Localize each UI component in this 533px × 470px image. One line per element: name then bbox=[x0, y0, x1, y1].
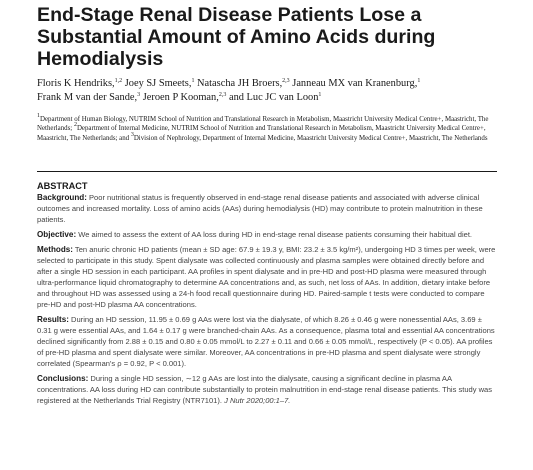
section-label: Results: bbox=[37, 314, 69, 324]
section-label: Background: bbox=[37, 193, 87, 202]
section-label: Conclusions: bbox=[37, 373, 89, 383]
author-affiliation-mark: 2,3 bbox=[282, 78, 290, 84]
section-text: During an HD session, 11.95 ± 0.69 g AAs… bbox=[37, 314, 495, 369]
author-affiliation-mark: 3 bbox=[137, 91, 141, 98]
affiliation-mark: 3 bbox=[130, 131, 134, 138]
section-text: During a single HD session, ∼12 g AAs ar… bbox=[37, 373, 493, 405]
abstract-results: Results: During an HD session, 11.95 ± 0… bbox=[37, 314, 496, 369]
paper-title: End-Stage Renal Disease Patients Lose a … bbox=[37, 4, 436, 70]
section-text: Ten anuric chronic HD patients (mean ± S… bbox=[37, 244, 496, 310]
author: Joey SJ Smeets, bbox=[124, 78, 192, 89]
section-label: Methods: bbox=[37, 244, 73, 254]
abstract-block: ABSTRACT Background: Poor nutritional st… bbox=[37, 180, 496, 410]
section-text: We aimed to assess the extent of AA loss… bbox=[76, 229, 473, 239]
abstract-background: Background: Poor nutritional status is f… bbox=[37, 192, 496, 225]
journal-citation: J Nutr 2020;00:1–7. bbox=[224, 395, 291, 405]
abstract-heading: ABSTRACT bbox=[37, 181, 88, 191]
author-list: Floris K Hendriks,1,2 Joey SJ Smeets,1 N… bbox=[37, 77, 497, 104]
author-affiliation-mark: 1 bbox=[191, 78, 195, 84]
affiliation-text: Department of Human Biology, NUTRIM Scho… bbox=[37, 116, 489, 133]
affiliation-mark: 2 bbox=[73, 122, 77, 129]
author-affiliation-mark: 2,3 bbox=[218, 91, 227, 98]
affiliation-text: Division of Nephrology, Department of In… bbox=[133, 134, 488, 142]
author: Janneau MX van Kranenburg, bbox=[292, 78, 418, 89]
abstract-methods: Methods: Ten anuric chronic HD patients … bbox=[37, 244, 496, 311]
section-text: Poor nutritional status is frequently ob… bbox=[37, 193, 483, 225]
affiliation-text: Department of Internal Medicine, NUTRIM … bbox=[37, 125, 486, 142]
affiliation-mark: 1 bbox=[37, 113, 40, 119]
author: Floris K Hendriks, bbox=[37, 78, 115, 89]
author-affiliation-mark: 1 bbox=[318, 91, 322, 98]
author-affiliation-mark: 1,2 bbox=[114, 78, 123, 84]
affiliations: 1Department of Human Biology, NUTRIM Sch… bbox=[37, 113, 499, 143]
author: Jeroen P Kooman, bbox=[142, 91, 219, 103]
section-label: Objective: bbox=[37, 229, 77, 239]
abstract-objective: Objective: We aimed to assess the extent… bbox=[37, 229, 496, 240]
author: Natascha JH Broers, bbox=[197, 78, 283, 89]
author: and Luc JC van Loon bbox=[228, 91, 319, 103]
author: Frank M van der Sande, bbox=[37, 91, 138, 103]
section-divider bbox=[37, 171, 497, 172]
author-affiliation-mark: 1 bbox=[417, 78, 421, 84]
abstract-conclusions: Conclusions: During a single HD session,… bbox=[37, 373, 496, 406]
